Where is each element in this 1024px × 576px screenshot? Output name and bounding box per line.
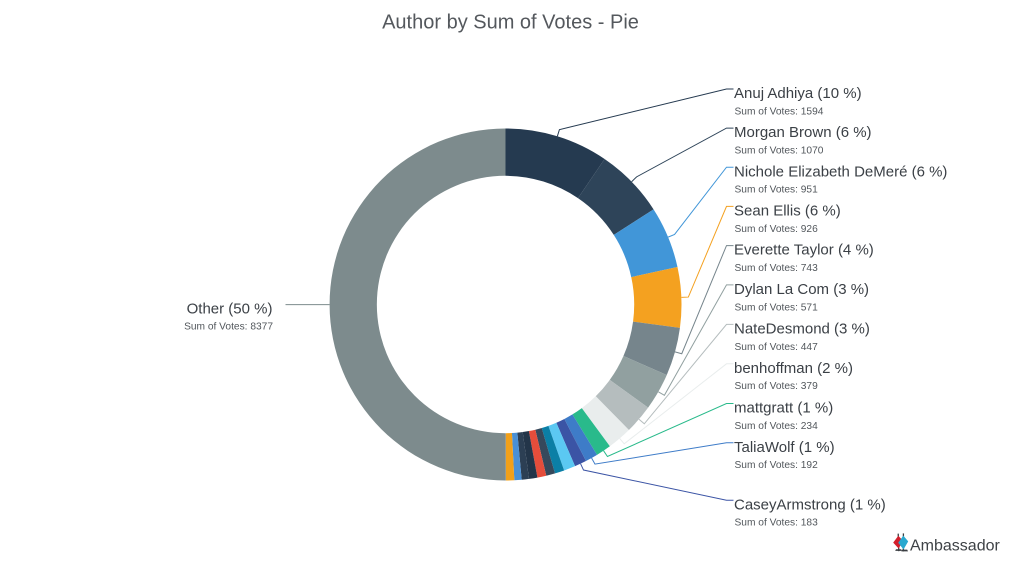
svg-text:Ambassador: Ambassador — [910, 537, 1000, 554]
svg-text:Sum of Votes: 743: Sum of Votes: 743 — [735, 263, 819, 274]
svg-text:Nichole Elizabeth DeMeré (6 %): Nichole Elizabeth DeMeré (6 %) — [734, 163, 947, 180]
svg-text:Sum of Votes: 183: Sum of Votes: 183 — [735, 518, 819, 529]
svg-text:Sum of Votes: 926: Sum of Votes: 926 — [735, 224, 819, 235]
svg-text:Sum of Votes: 1594: Sum of Votes: 1594 — [735, 106, 824, 117]
svg-text:CaseyArmstrong (1 %): CaseyArmstrong (1 %) — [734, 496, 886, 513]
svg-text:Dylan La Com (3 %): Dylan La Com (3 %) — [734, 281, 869, 298]
svg-text:Everette Taylor (4 %): Everette Taylor (4 %) — [734, 242, 874, 259]
svg-text:Anuj Adhiya (10 %): Anuj Adhiya (10 %) — [734, 85, 862, 102]
svg-text:benhoffman (2 %): benhoffman (2 %) — [734, 360, 853, 377]
svg-text:mattgratt (1 %): mattgratt (1 %) — [734, 400, 833, 417]
svg-text:TaliaWolf (1 %): TaliaWolf (1 %) — [734, 439, 835, 456]
svg-text:Sum of Votes: 379: Sum of Votes: 379 — [735, 381, 819, 392]
svg-text:Author by Sum of Votes - Pie: Author by Sum of Votes - Pie — [382, 12, 639, 34]
svg-text:Sum of Votes: 571: Sum of Votes: 571 — [735, 302, 819, 313]
svg-text:Sum of Votes: 1070: Sum of Votes: 1070 — [735, 146, 824, 157]
svg-text:Sum of Votes: 192: Sum of Votes: 192 — [735, 460, 819, 471]
svg-text:Sum of Votes: 447: Sum of Votes: 447 — [735, 342, 819, 353]
svg-text:Other (50 %): Other (50 %) — [187, 300, 273, 317]
svg-text:Sum of Votes: 951: Sum of Votes: 951 — [735, 185, 819, 196]
svg-text:NateDesmond (3 %): NateDesmond (3 %) — [734, 321, 870, 338]
svg-text:Sum of Votes: 234: Sum of Votes: 234 — [735, 421, 819, 432]
svg-text:Sean Ellis (6 %): Sean Ellis (6 %) — [734, 203, 841, 220]
svg-text:Sum of Votes: 8377: Sum of Votes: 8377 — [184, 321, 273, 332]
svg-text:Morgan Brown (6 %): Morgan Brown (6 %) — [734, 124, 872, 141]
